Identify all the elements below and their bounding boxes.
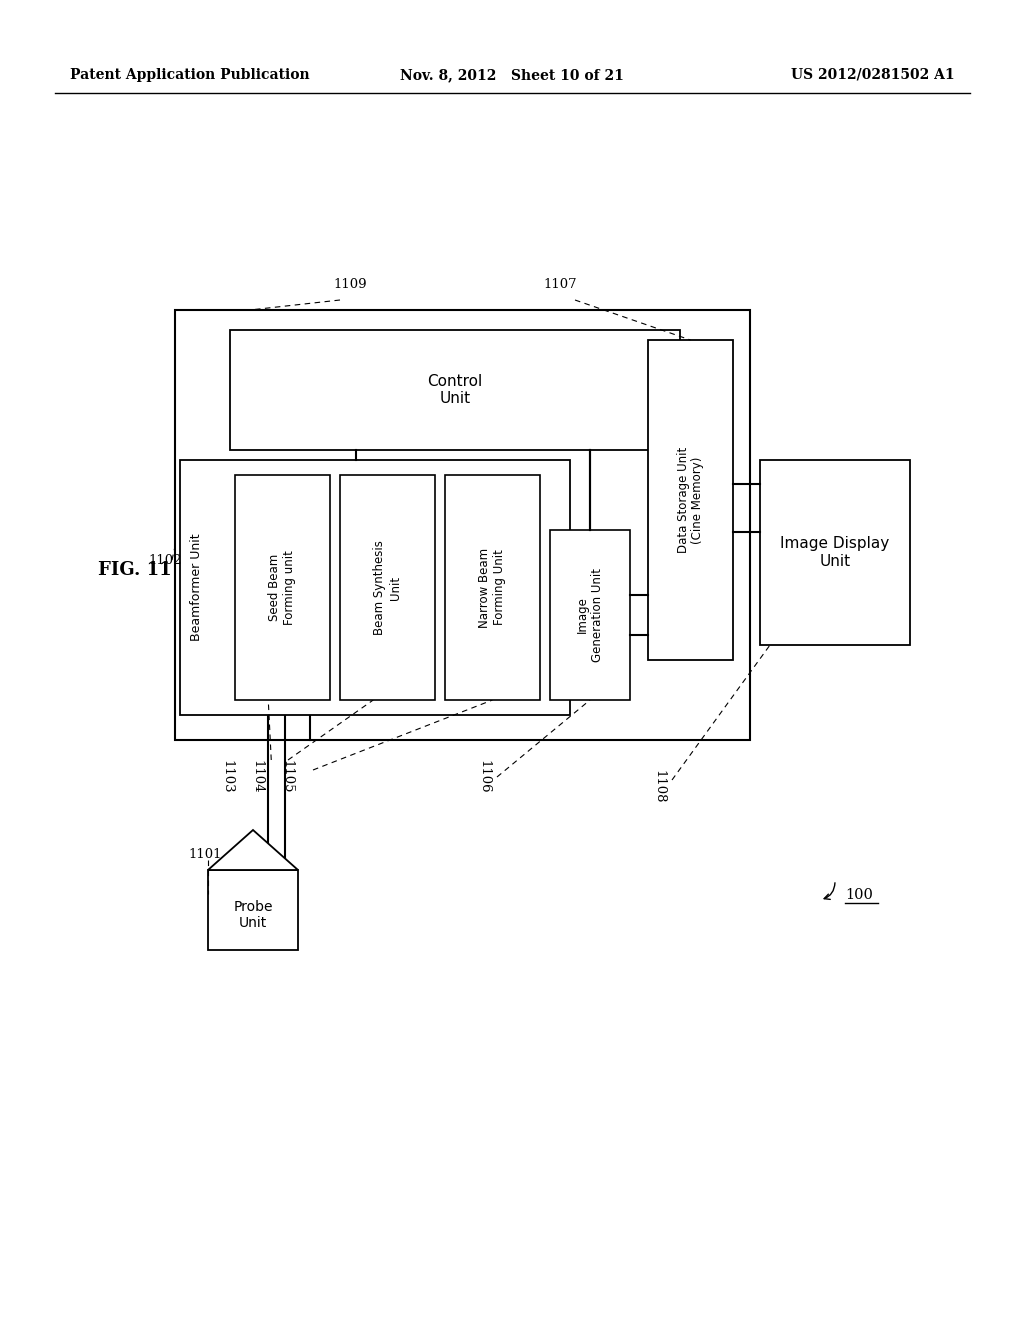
Text: 1106: 1106 bbox=[477, 760, 490, 793]
Text: 1101: 1101 bbox=[188, 849, 222, 862]
Bar bbox=[230, 330, 680, 450]
Bar bbox=[550, 531, 630, 700]
Text: 1105: 1105 bbox=[280, 760, 293, 793]
Text: Beamformer Unit: Beamformer Unit bbox=[189, 533, 203, 642]
Bar bbox=[208, 870, 298, 950]
Polygon shape bbox=[208, 830, 298, 870]
Text: 1103: 1103 bbox=[220, 760, 233, 793]
Bar bbox=[234, 475, 330, 700]
Text: Beam Synthesis
Unit: Beam Synthesis Unit bbox=[374, 540, 401, 635]
Text: 1104: 1104 bbox=[250, 760, 263, 793]
Text: Image
Generation Unit: Image Generation Unit bbox=[575, 568, 604, 663]
Bar bbox=[445, 475, 540, 700]
Text: 1109: 1109 bbox=[333, 279, 367, 292]
Text: Data Storage Unit
(Cine Memory): Data Storage Unit (Cine Memory) bbox=[677, 447, 705, 553]
Bar bbox=[175, 310, 750, 741]
Text: Seed Beam
Forming unit: Seed Beam Forming unit bbox=[268, 550, 297, 624]
Text: Nov. 8, 2012   Sheet 10 of 21: Nov. 8, 2012 Sheet 10 of 21 bbox=[400, 69, 624, 82]
Text: Narrow Beam
Forming Unit: Narrow Beam Forming Unit bbox=[478, 548, 507, 627]
Text: Control
Unit: Control Unit bbox=[427, 374, 482, 407]
Text: FIG. 11: FIG. 11 bbox=[98, 561, 172, 579]
Text: Probe
Unit: Probe Unit bbox=[233, 900, 272, 931]
Text: 1108: 1108 bbox=[652, 770, 665, 804]
Text: 1102: 1102 bbox=[148, 553, 181, 566]
Bar bbox=[648, 341, 733, 660]
Text: Image Display
Unit: Image Display Unit bbox=[780, 536, 890, 569]
Text: Patent Application Publication: Patent Application Publication bbox=[70, 69, 309, 82]
Bar bbox=[180, 459, 570, 715]
Text: 100: 100 bbox=[845, 888, 872, 902]
Text: 1107: 1107 bbox=[543, 279, 577, 292]
Bar bbox=[760, 459, 910, 645]
Bar bbox=[340, 475, 435, 700]
Text: US 2012/0281502 A1: US 2012/0281502 A1 bbox=[792, 69, 955, 82]
